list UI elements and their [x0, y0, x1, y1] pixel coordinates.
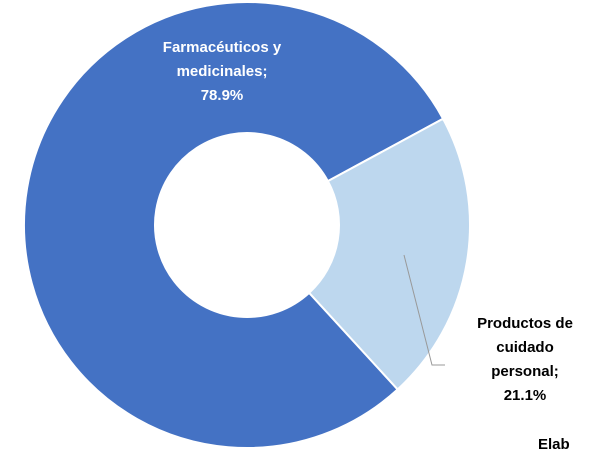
- leader-line: [403, 254, 445, 366]
- slice: [23, 1, 445, 449]
- data-label: Farmacéuticos y medicinales; 78.9%: [162, 39, 282, 104]
- note: Elab: [538, 436, 570, 451]
- slice: [307, 117, 471, 391]
- data-label: Productos de cuidado personal; 21.1%: [477, 315, 573, 404]
